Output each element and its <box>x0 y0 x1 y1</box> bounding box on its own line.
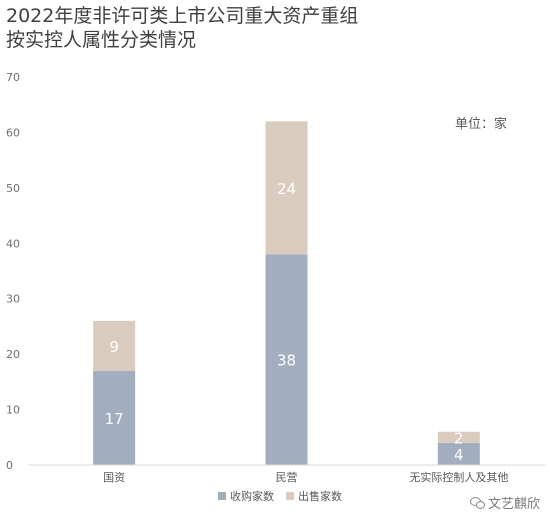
data-label: 9 <box>109 338 119 356</box>
bar-acquisition <box>93 370 136 465</box>
y-tick-label: 60 <box>6 126 20 139</box>
data-label: 38 <box>277 352 296 370</box>
chart-title: 2022年度非许可类上市公司重大资产重组 按实控人属性分类情况 <box>6 5 359 51</box>
y-tick-label: 50 <box>6 182 20 195</box>
y-tick-label: 0 <box>6 459 13 472</box>
bar-acquisition <box>437 442 480 465</box>
y-axis: 0 10 20 30 40 50 60 70 <box>6 71 20 472</box>
y-tick-label: 40 <box>6 237 20 250</box>
legend-swatch <box>286 492 294 500</box>
legend-label: 收购家数 <box>230 489 274 503</box>
x-axis: 国资 民营 无实际控制人及其他 <box>28 464 545 484</box>
data-label: 4 <box>454 446 464 464</box>
legend: 收购家数 出售家数 <box>218 489 342 503</box>
data-label: 17 <box>105 410 124 428</box>
legend-swatch <box>218 492 226 500</box>
bar-disposal <box>265 121 308 255</box>
data-label: 2 <box>454 429 464 447</box>
data-label: 24 <box>277 180 296 198</box>
y-tick-label: 70 <box>6 71 20 84</box>
bar-acquisition <box>265 254 308 465</box>
wechat-icon <box>469 497 485 509</box>
x-tick-label: 国资 <box>103 471 125 484</box>
y-tick-label: 30 <box>6 293 20 306</box>
bar-disposal <box>93 320 136 371</box>
y-tick-label: 20 <box>6 348 20 361</box>
watermark: 文艺麒欣 <box>469 493 540 512</box>
unit-note: 单位：家 <box>455 117 508 132</box>
watermark-text: 文艺麒欣 <box>487 497 540 512</box>
x-tick-label: 民营 <box>276 470 298 484</box>
y-tick-label: 10 <box>6 404 20 417</box>
legend-label: 出售家数 <box>298 489 342 503</box>
bars: 17 9 38 24 42 <box>93 121 480 465</box>
bar-disposal <box>437 431 480 443</box>
x-tick-label: 无实际控制人及其他 <box>409 470 508 484</box>
